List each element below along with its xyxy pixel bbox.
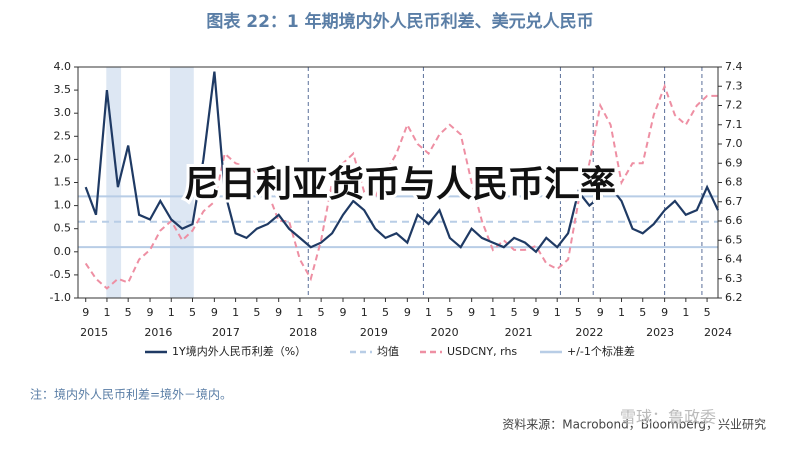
x-tick-label: 5: [189, 306, 196, 319]
x-tick-label: 1: [682, 306, 689, 319]
x-tick-label: 9: [468, 306, 475, 319]
y2-tick-label: 6.9: [725, 156, 743, 169]
year-label: 2015: [80, 326, 108, 339]
overlay-text: 尼日利亚货币与人民币汇率: [184, 164, 616, 205]
year-label: 2018: [289, 326, 317, 339]
x-tick-label: 9: [82, 306, 89, 319]
year-label: 2022: [575, 326, 603, 339]
x-tick-label: 5: [704, 306, 711, 319]
year-label: 2020: [431, 326, 459, 339]
legend-label: +/-1个标准差: [567, 344, 635, 358]
y2-tick-label: 6.3: [725, 272, 743, 285]
y2-tick-label: 7.4: [725, 60, 743, 73]
series-line: [84, 71, 719, 254]
y-tick-label: 3.0: [54, 106, 72, 119]
legend-label: USDCNY, rhs: [447, 345, 517, 358]
x-tick-label: 1: [425, 306, 432, 319]
x-tick-label: 5: [639, 306, 646, 319]
watermark: 雪球：鲁政委: [620, 408, 716, 427]
y-tick-label: 4.0: [54, 60, 72, 73]
y-tick-label: 3.5: [54, 83, 72, 96]
shaded-range: [169, 67, 194, 298]
year-label: 2023: [646, 326, 674, 339]
x-tick-label: 1: [296, 306, 303, 319]
y-tick-label: 0.0: [54, 245, 72, 258]
x-tick-label: 9: [211, 306, 218, 319]
x-tick-label: 5: [575, 306, 582, 319]
x-tick-label: 1: [554, 306, 561, 319]
x-tick-label: 1: [361, 306, 368, 319]
y2-tick-label: 7.2: [725, 99, 743, 112]
year-label: 2017: [212, 326, 240, 339]
x-tick-label: 5: [446, 306, 453, 319]
x-tick-label: 9: [404, 306, 411, 319]
note: 注：境内外人民币利差=境外－境内。: [30, 387, 232, 402]
x-tick-label: 9: [661, 306, 668, 319]
x-tick-label: 5: [318, 306, 325, 319]
y2-tick-label: 6.7: [725, 195, 743, 208]
y-tick-label: 2.0: [54, 152, 72, 165]
y-tick-label: 2.5: [54, 129, 72, 142]
y-tick-label: 1.0: [54, 199, 72, 212]
x-tick-label: 1: [489, 306, 496, 319]
x-tick-label: 1: [103, 306, 110, 319]
year-label: 2016: [144, 326, 172, 339]
y2-tick-label: 6.6: [725, 214, 743, 227]
y2-tick-label: 7.1: [725, 118, 743, 131]
y-tick-label: 1.5: [54, 176, 72, 189]
y-tick-label: -1.0: [50, 291, 71, 304]
source: 资料来源：Macrobond，Bloomberg，兴业研究: [502, 417, 766, 432]
x-tick-label: 1: [232, 306, 239, 319]
y2-tick-label: 6.5: [725, 233, 743, 246]
x-tick-label: 5: [382, 306, 389, 319]
y2-tick-label: 7.3: [725, 79, 743, 92]
y2-tick-label: 6.2: [725, 291, 743, 304]
year-label: 2021: [505, 326, 533, 339]
chart-title: 图表 22：1 年期境内外人民币利差、美元兑人民币: [206, 11, 593, 32]
year-label: 2019: [360, 326, 388, 339]
legend-label: 1Y境内外人民币利差（%）: [172, 344, 306, 358]
x-tick-label: 9: [340, 306, 347, 319]
y2-tick-label: 6.8: [725, 176, 743, 189]
y2-tick-label: 7.0: [725, 137, 743, 150]
x-tick-label: 5: [253, 306, 260, 319]
x-tick-label: 5: [125, 306, 132, 319]
legend-label: 均值: [377, 345, 399, 358]
x-tick-label: 1: [618, 306, 625, 319]
year-label: 2024: [704, 326, 732, 339]
x-tick-label: 9: [275, 306, 282, 319]
x-tick-label: 9: [597, 306, 604, 319]
x-tick-label: 9: [532, 306, 539, 319]
x-tick-label: 1: [168, 306, 175, 319]
x-tick-label: 9: [147, 306, 154, 319]
series-line: [84, 83, 718, 290]
y-tick-label: -0.5: [50, 268, 71, 281]
y2-tick-label: 6.4: [725, 253, 743, 266]
x-tick-label: 5: [511, 306, 518, 319]
y-tick-label: 0.5: [54, 222, 72, 235]
